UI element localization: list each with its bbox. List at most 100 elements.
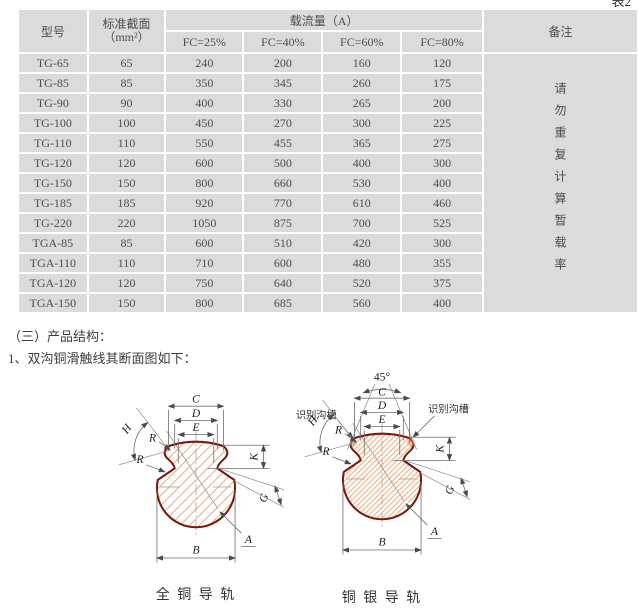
fc25-cell: 1050 — [166, 214, 243, 232]
model-cell: TG-110 — [19, 134, 87, 152]
section-cell: 110 — [88, 254, 165, 272]
table-row: TG-150 150 800 660 530 400 — [19, 174, 637, 192]
table-row: TG-220 220 1050 875 700 525 — [19, 214, 637, 232]
fc40-cell: 345 — [244, 74, 322, 92]
fc60-cell: 700 — [323, 214, 401, 232]
table-row: TGA-120 120 750 640 520 375 — [19, 274, 637, 292]
groove-label-right: 识别沟槽 — [428, 402, 469, 415]
fc25-cell: 600 — [166, 154, 243, 172]
remark-cell: 请勿重复计算暂载率 — [483, 54, 637, 312]
dim-label-a: A — [244, 534, 253, 546]
model-cell: TGA-120 — [19, 274, 87, 292]
dim-r2-leader — [146, 464, 166, 473]
right-diagram-svg: 45° C D E 识别沟槽 识别沟槽 H R R K G A B — [296, 371, 471, 555]
dim-label-b: B — [192, 545, 199, 557]
model-cell: TG-120 — [19, 154, 87, 172]
dim-c-extension — [354, 401, 410, 443]
left-diagram-caption: 全 铜 导 轨 — [155, 588, 237, 603]
fc25-cell: 400 — [166, 94, 243, 112]
fc60-cell: 265 — [323, 94, 401, 112]
table-row: TG-120 120 600 500 400 300 — [19, 154, 637, 172]
fc25-cell: 750 — [166, 274, 243, 292]
dim-e-extension — [363, 430, 401, 456]
fc25-cell: 800 — [166, 174, 243, 192]
fc60-cell: 400 — [323, 154, 401, 172]
spec-table: 型号 标准截面 （mm²） 载流量（A） 备注 FC=25% FC=40% FC… — [17, 8, 639, 314]
fc40-cell: 500 — [244, 154, 322, 172]
fc25-cell: 800 — [166, 294, 243, 312]
model-cell: TGA-110 — [19, 254, 87, 272]
model-cell: TGA-85 — [19, 234, 87, 252]
dim-d-extension — [360, 415, 404, 441]
fc25-cell: 710 — [166, 254, 243, 272]
col-header-section: 标准截面 （mm²） — [88, 10, 165, 52]
dim-label-r1: R — [334, 425, 342, 437]
table-row: TG-65 65 240 200 160 120 请勿重复计算暂载率 — [19, 54, 637, 312]
dim-c-extension — [168, 409, 224, 451]
header-row-1: 型号 标准截面 （mm²） 载流量（A） 备注 — [19, 10, 637, 52]
col-header-model: 型号 — [19, 10, 87, 52]
left-diagram-svg: C D E H R R K G A B — [118, 394, 285, 563]
fc25-cell: 600 — [166, 234, 243, 252]
fc80-cell: 375 — [402, 274, 482, 292]
dim-label-k: K — [434, 444, 446, 454]
model-cell: TG-65 — [19, 54, 87, 72]
fc80-cell: 275 — [402, 134, 482, 152]
section-cell: 185 — [88, 194, 165, 212]
model-cell: TGA-150 — [19, 294, 87, 312]
section-cell: 220 — [88, 214, 165, 232]
fc40-cell: 685 — [244, 294, 322, 312]
fc60-cell: 300 — [323, 114, 401, 132]
section-cell: 120 — [88, 154, 165, 172]
col-header-fc80: FC=80% — [402, 32, 482, 52]
fc80-cell: 200 — [402, 94, 482, 112]
section-cell: 150 — [88, 294, 165, 312]
dim-g-line — [460, 477, 468, 498]
dim-label-e: E — [191, 422, 199, 434]
fc80-cell: 400 — [402, 294, 482, 312]
dim-b-extension — [156, 489, 236, 563]
table-row: TG-110 110 550 455 365 275 — [19, 134, 637, 152]
rail-cross-section — [155, 440, 237, 529]
dim-h-rays — [118, 407, 170, 466]
dim-label-b: B — [378, 537, 385, 549]
fc40-cell: 330 — [244, 94, 322, 112]
fc40-cell: 875 — [244, 214, 322, 232]
fc80-cell: 460 — [402, 194, 482, 212]
col-header-fc25: FC=25% — [166, 32, 243, 52]
dim-r1-leader — [158, 441, 171, 451]
remark-vertical-text: 请勿重复计算暂载率 — [552, 82, 567, 280]
dim-label-r1: R — [148, 433, 156, 445]
fc40-cell: 660 — [244, 174, 322, 192]
fc80-cell: 120 — [402, 54, 482, 72]
dim-a-leader — [405, 503, 428, 526]
section-cell: 90 — [88, 94, 165, 112]
fc40-cell: 200 — [244, 54, 322, 72]
col-header-fc40: FC=40% — [244, 32, 322, 52]
rail-cross-section — [341, 432, 423, 521]
dim-label-r2: R — [136, 454, 144, 466]
fc80-cell: 355 — [402, 254, 482, 272]
dim-label-d: D — [377, 400, 387, 412]
dim-a-leader — [219, 511, 242, 534]
dim-label-a: A — [430, 526, 439, 538]
fc60-cell: 365 — [323, 134, 401, 152]
fc40-cell: 510 — [244, 234, 322, 252]
dim-label-g: G — [257, 492, 271, 505]
col-header-section-line2: （mm²） — [103, 30, 150, 44]
fc25-cell: 240 — [166, 54, 243, 72]
model-cell: TG-185 — [19, 194, 87, 212]
dim-h-arc — [130, 421, 149, 462]
dim-label-d: D — [191, 408, 201, 420]
dim-h-arc — [316, 413, 335, 454]
fc25-cell: 350 — [166, 74, 243, 92]
fc25-cell: 550 — [166, 134, 243, 152]
fc60-cell: 560 — [323, 294, 401, 312]
dim-label-h: H — [119, 422, 135, 437]
section-subheading: 1、双沟铜滑触线其断面图如下： — [8, 351, 197, 366]
fc60-cell: 610 — [323, 194, 401, 212]
col-header-fc60: FC=60% — [323, 32, 401, 52]
model-cell: TG-220 — [19, 214, 87, 232]
fc25-cell: 450 — [166, 114, 243, 132]
